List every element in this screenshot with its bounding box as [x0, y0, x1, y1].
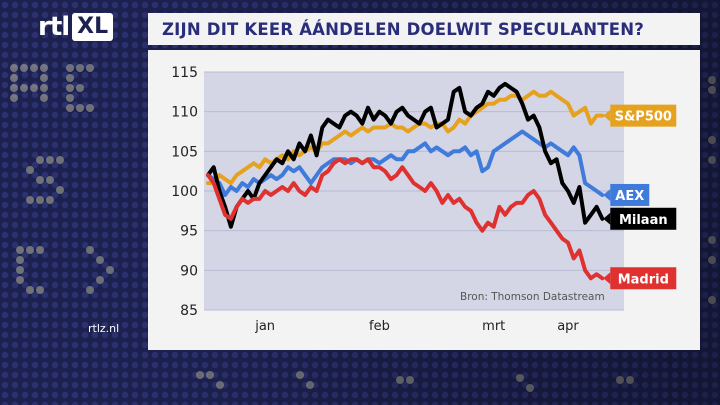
series-label-text: Milaan — [619, 213, 668, 228]
title-bar: ZIJN DIT KEER ÁÁNDELEN DOELWIT SPECULANT… — [148, 13, 700, 45]
series-label-text: AEX — [615, 189, 644, 204]
series-line-aex — [206, 129, 605, 197]
line-chart: 85 90 95 100 105 110 115 jan feb mrt apr S&P500 AE… — [171, 65, 677, 334]
y-tick-label: 105 — [171, 144, 198, 160]
y-tick-labels: 85 90 95 100 105 110 115 — [171, 65, 198, 319]
source-note: Bron: Thomson Datastream — [460, 291, 605, 303]
site-label: rtlz.nl — [88, 322, 120, 335]
series-label-text: Madrid — [618, 272, 669, 287]
chart-title: ZIJN DIT KEER ÁÁNDELEN DOELWIT SPECULANT… — [162, 19, 644, 39]
series-label-s-p500: S&P500 — [603, 104, 677, 127]
series-label-milaan: Milaan — [603, 207, 677, 230]
y-tick-label: 110 — [171, 105, 198, 121]
y-tick-label: 115 — [171, 65, 198, 81]
y-tick-label: 85 — [180, 303, 198, 319]
rtl-xl-logo: rtl XL — [38, 10, 114, 44]
y-tick-label: 95 — [180, 224, 198, 240]
series-label-madrid: Madrid — [603, 267, 677, 290]
series-lines — [206, 81, 605, 281]
x-tick-label: apr — [557, 319, 579, 334]
logo-rtl-text: rtl — [38, 12, 70, 42]
series-line-madrid — [206, 157, 605, 281]
series-label-aex: AEX — [603, 183, 650, 206]
series-line-milaan — [206, 81, 605, 229]
x-tick-labels: jan feb mrt apr — [254, 319, 579, 334]
series-label-text: S&P500 — [615, 110, 672, 125]
series-labels: S&P500 AEX Milaan Madrid — [603, 104, 677, 290]
logo-xl-badge: XL — [72, 13, 114, 41]
y-tick-label: 90 — [180, 263, 198, 279]
x-tick-label: feb — [369, 319, 390, 334]
x-tick-label: mrt — [482, 319, 505, 334]
y-tick-label: 100 — [171, 184, 198, 200]
x-tick-label: jan — [254, 319, 275, 334]
